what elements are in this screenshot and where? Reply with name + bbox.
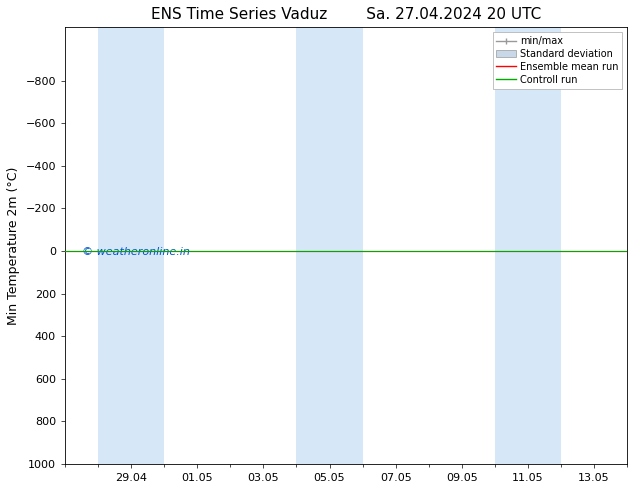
Text: © weatheronline.in: © weatheronline.in — [82, 247, 190, 257]
Y-axis label: Min Temperature 2m (°C): Min Temperature 2m (°C) — [7, 167, 20, 325]
Title: ENS Time Series Vaduz        Sa. 27.04.2024 20 UTC: ENS Time Series Vaduz Sa. 27.04.2024 20 … — [151, 7, 541, 22]
Bar — [297, 27, 363, 464]
Bar — [98, 27, 164, 464]
Bar — [495, 27, 561, 464]
Legend: min/max, Standard deviation, Ensemble mean run, Controll run: min/max, Standard deviation, Ensemble me… — [493, 32, 622, 89]
